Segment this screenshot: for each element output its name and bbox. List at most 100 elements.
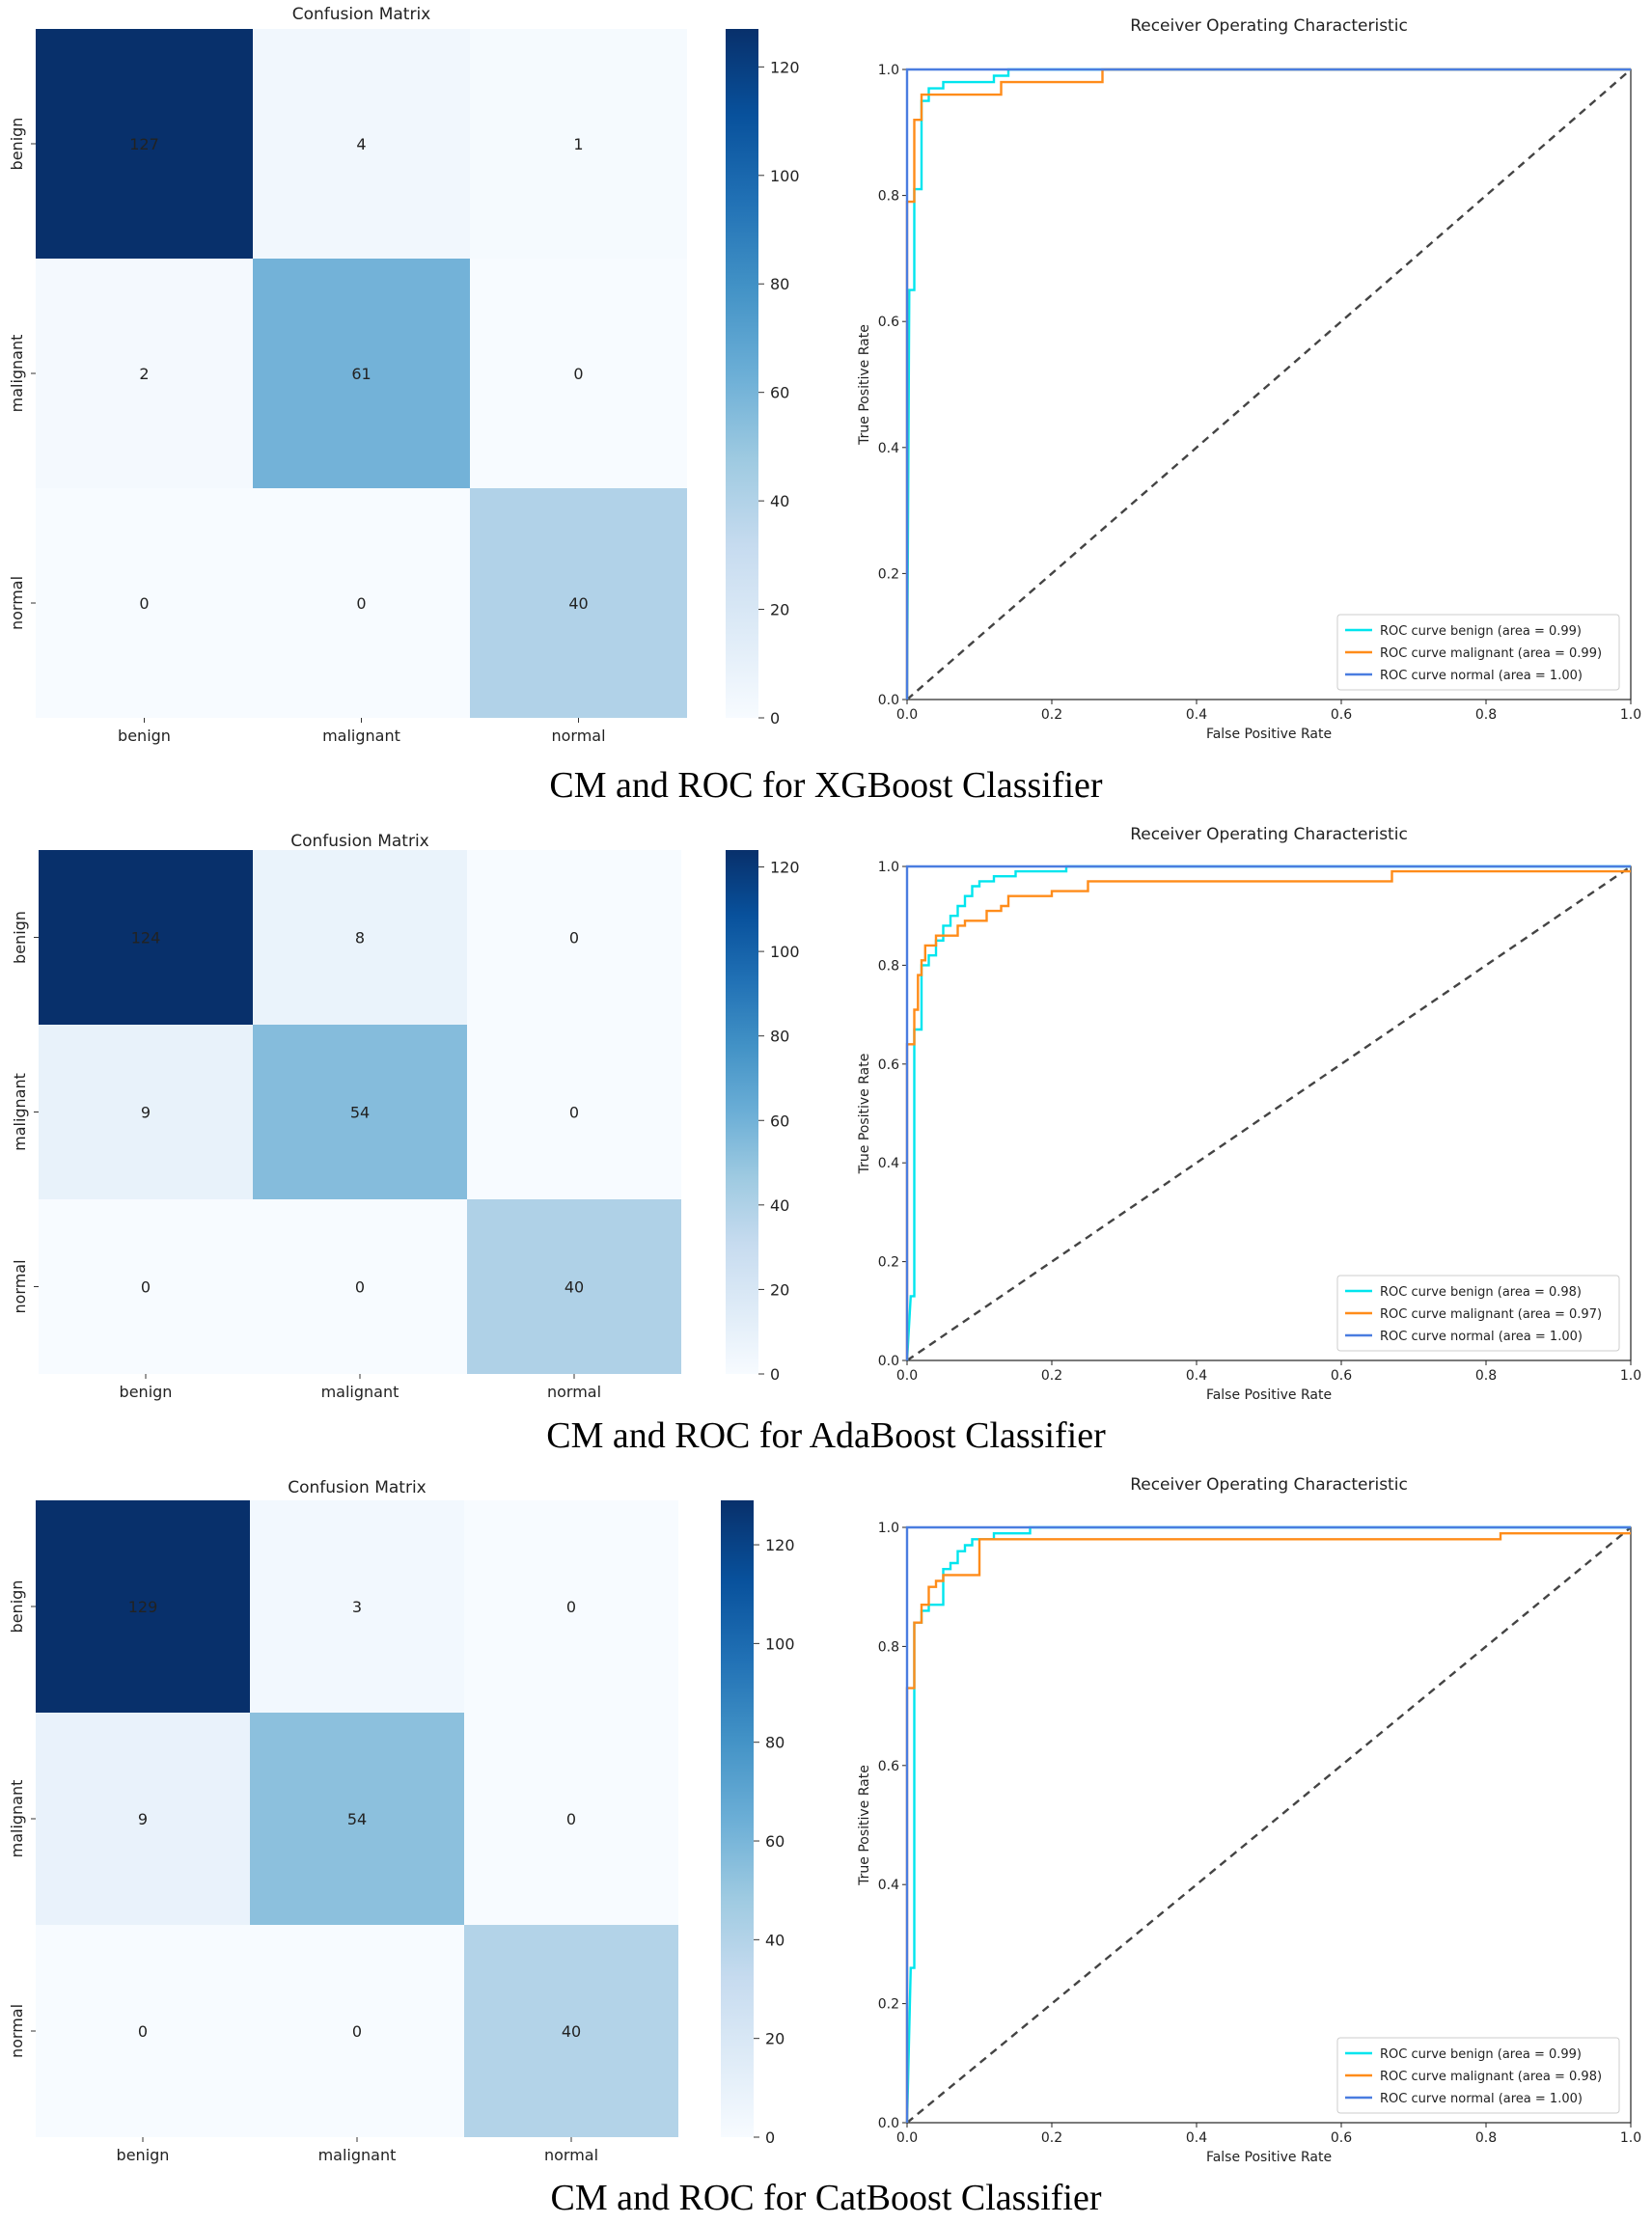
cm-col-label: malignant bbox=[322, 727, 400, 745]
cm-col-label: normal bbox=[547, 1383, 601, 1401]
cm-cell bbox=[39, 850, 253, 1025]
roc-x-tick-label: 0.2 bbox=[1041, 1368, 1062, 1384]
roc-legend-label: ROC curve benign (area = 0.99) bbox=[1380, 624, 1582, 639]
roc-legend-label: ROC curve malignant (area = 0.98) bbox=[1380, 2070, 1602, 2084]
roc-x-tick-label: 0.2 bbox=[1041, 2130, 1062, 2146]
colorbar-tick-label: 60 bbox=[765, 1832, 785, 1851]
colorbar-tick-label: 20 bbox=[770, 1280, 789, 1299]
cm-cell bbox=[250, 1500, 464, 1713]
cm-cell-value: 0 bbox=[573, 365, 583, 383]
cm-col-label: malignant bbox=[321, 1383, 399, 1401]
cm-cell bbox=[467, 1199, 681, 1374]
roc-series-line bbox=[905, 68, 1631, 700]
roc-x-tick-label: 1.0 bbox=[1620, 707, 1641, 723]
cm-cell bbox=[250, 1713, 464, 1925]
cm-row-label: benign bbox=[8, 1580, 26, 1634]
colorbar-tick-label: 0 bbox=[765, 2128, 775, 2147]
roc-legend-box bbox=[1336, 1275, 1620, 1352]
cm-cell-value: 127 bbox=[129, 135, 159, 153]
cm-row-label: benign bbox=[8, 118, 26, 171]
colorbar-tick-label: 100 bbox=[770, 167, 800, 185]
colorbar-tick-label: 80 bbox=[765, 1734, 785, 1752]
roc-legend-box bbox=[1336, 2037, 1620, 2114]
cm-cell-value: 3 bbox=[352, 1598, 362, 1616]
cm-cell-value: 8 bbox=[355, 929, 365, 947]
cm-cell-value: 61 bbox=[351, 365, 371, 383]
roc-y-tick-label: 1.0 bbox=[878, 63, 899, 78]
cm-cell-value: 1 bbox=[573, 135, 583, 153]
roc-legend-label: ROC curve benign (area = 0.99) bbox=[1380, 2047, 1582, 2062]
cm-cell-value: 54 bbox=[347, 1810, 367, 1828]
colorbar bbox=[721, 1500, 754, 2137]
cm-title: Confusion Matrix bbox=[290, 832, 429, 851]
caption-catboost: CM and ROC for CatBoost Classifier bbox=[550, 2178, 1102, 2218]
roc-x-tick-label: 0.0 bbox=[896, 1368, 918, 1384]
cm-cell bbox=[464, 1713, 678, 1925]
roc-series-line bbox=[905, 865, 1631, 1361]
cm-cell-value: 124 bbox=[131, 929, 161, 947]
colorbar-tick-label: 40 bbox=[765, 1931, 785, 1949]
colorbar-tick-label: 20 bbox=[770, 601, 789, 619]
cm-title: Confusion Matrix bbox=[292, 5, 431, 24]
roc-x-tick-label: 0.8 bbox=[1475, 2130, 1497, 2146]
cm-col-label: benign bbox=[117, 2146, 170, 2164]
roc-y-tick-label: 0.4 bbox=[878, 1878, 899, 1893]
cm-cell bbox=[470, 259, 687, 488]
cm-cell-value: 4 bbox=[356, 135, 366, 153]
colorbar-tick-label: 100 bbox=[765, 1634, 795, 1653]
colorbar bbox=[726, 29, 758, 718]
roc-legend-box bbox=[1336, 614, 1620, 691]
cm-cell-value: 0 bbox=[352, 2022, 362, 2041]
roc-y-tick-label: 0.6 bbox=[878, 1759, 899, 1774]
colorbar-tick-label: 60 bbox=[770, 1112, 789, 1130]
cm-cell bbox=[470, 488, 687, 718]
roc-x-tick-label: 0.8 bbox=[1475, 707, 1497, 723]
roc-y-tick-label: 0.4 bbox=[878, 1156, 899, 1171]
cm-row-label: malignant bbox=[8, 335, 26, 413]
roc-title: Receiver Operating Characteristic bbox=[1130, 16, 1408, 36]
roc-chance-line bbox=[906, 1526, 1632, 2124]
cm-row-label: normal bbox=[8, 2004, 26, 2058]
roc-x-axis-label: False Positive Rate bbox=[1206, 2150, 1332, 2165]
colorbar-tick-label: 60 bbox=[770, 384, 789, 402]
roc-y-tick-label: 0.6 bbox=[878, 1057, 899, 1073]
cm-cell bbox=[253, 29, 470, 259]
cm-cell-value: 40 bbox=[564, 1278, 584, 1297]
cm-cell-value: 9 bbox=[138, 1810, 148, 1828]
colorbar-tick-label: 40 bbox=[770, 1196, 789, 1215]
colorbar-tick-label: 100 bbox=[770, 943, 800, 961]
roc-y-tick-label: 0.8 bbox=[878, 958, 899, 974]
roc-legend-label: ROC curve normal (area = 1.00) bbox=[1380, 1330, 1583, 1344]
cm-row-label: normal bbox=[8, 576, 26, 630]
roc-x-tick-label: 0.0 bbox=[896, 2130, 918, 2146]
cm-row-label: normal bbox=[11, 1259, 29, 1313]
roc-x-tick-label: 0.0 bbox=[896, 707, 918, 723]
cm-cell-value: 2 bbox=[139, 365, 149, 383]
roc-x-tick-label: 0.2 bbox=[1041, 707, 1062, 723]
roc-x-tick-label: 0.6 bbox=[1331, 1368, 1352, 1384]
cm-cell bbox=[253, 1025, 467, 1199]
cm-cell bbox=[36, 29, 253, 259]
roc-y-tick-label: 0.4 bbox=[878, 441, 899, 456]
cm-cell-value: 9 bbox=[141, 1104, 151, 1122]
roc-y-tick-label: 0.8 bbox=[878, 1639, 899, 1655]
roc-title: Receiver Operating Characteristic bbox=[1130, 825, 1408, 844]
cm-cell bbox=[250, 1925, 464, 2137]
colorbar-tick-label: 20 bbox=[765, 2030, 785, 2048]
roc-legend-label: ROC curve malignant (area = 0.97) bbox=[1380, 1307, 1602, 1322]
roc-series-line bbox=[905, 68, 1631, 700]
cm-col-label: malignant bbox=[318, 2146, 397, 2164]
roc-y-axis-label: True Positive Rate bbox=[857, 1054, 872, 1175]
colorbar-tick-label: 120 bbox=[765, 1536, 795, 1554]
roc-series-line bbox=[905, 68, 1631, 700]
cm-cell-value: 40 bbox=[568, 594, 588, 613]
cm-cell bbox=[36, 488, 253, 718]
cm-cell-value: 0 bbox=[569, 1104, 579, 1122]
roc-x-tick-label: 1.0 bbox=[1620, 1368, 1641, 1384]
cm-cell bbox=[470, 29, 687, 259]
roc-y-axis-label: True Positive Rate bbox=[857, 1765, 872, 1886]
roc-y-tick-label: 1.0 bbox=[878, 860, 899, 875]
roc-x-tick-label: 1.0 bbox=[1620, 2130, 1641, 2146]
roc-y-tick-label: 0.0 bbox=[878, 693, 899, 708]
